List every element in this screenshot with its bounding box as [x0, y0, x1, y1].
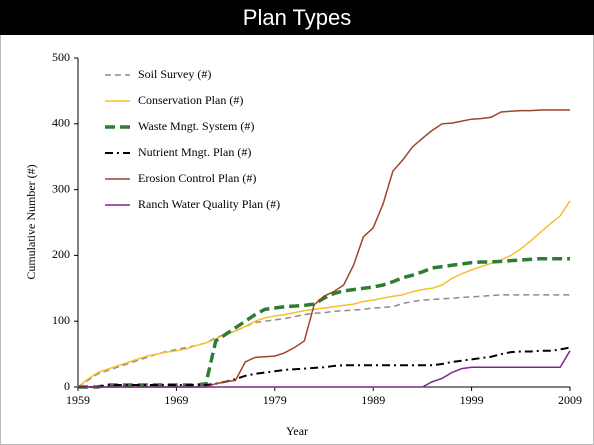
y-tick-label: 0: [64, 379, 70, 393]
y-axis-label: Cumulative Number (#): [24, 164, 38, 279]
x-tick-label: 2009: [558, 393, 582, 407]
x-axis-label: Year: [286, 424, 308, 438]
legend-label: Waste Mngt. System (#): [138, 119, 254, 133]
legend-label: Nutrient Mngt. Plan (#): [138, 145, 251, 159]
x-tick-label: 1959: [66, 393, 90, 407]
y-tick-label: 400: [52, 116, 70, 130]
series-line: [77, 294, 570, 388]
y-tick-label: 100: [52, 313, 70, 327]
y-tick-label: 300: [52, 181, 70, 195]
title-bar: [0, 0, 594, 35]
x-tick-label: 1979: [263, 393, 287, 407]
x-tick-label: 1989: [361, 393, 385, 407]
x-tick-label: 1969: [164, 393, 188, 407]
legend-label: Ranch Water Quality Plan (#): [138, 197, 280, 211]
series-line: [77, 200, 571, 388]
y-tick-label: 200: [52, 247, 70, 261]
legend-label: Conservation Plan (#): [138, 93, 243, 107]
series-line: [78, 256, 570, 389]
chart-title: Plan Types: [243, 5, 351, 30]
y-tick-label: 500: [52, 50, 70, 64]
series-line: [78, 350, 571, 388]
legend-label: Soil Survey (#): [138, 67, 211, 81]
legend-label: Erosion Control Plan (#): [138, 171, 256, 185]
x-tick-label: 1999: [460, 393, 484, 407]
series-line: [78, 346, 571, 388]
